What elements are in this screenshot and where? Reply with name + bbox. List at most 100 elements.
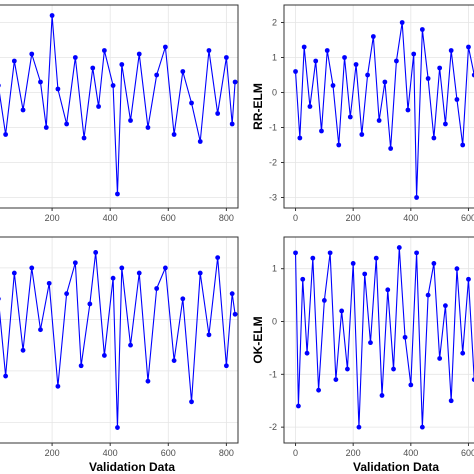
- x-tick-label: 600: [161, 213, 176, 223]
- y-tick-label: -1: [269, 369, 277, 379]
- data-point: [316, 387, 321, 393]
- data-point: [396, 245, 402, 250]
- data-point: [90, 65, 96, 71]
- data-point: [206, 332, 212, 338]
- data-point: [405, 107, 411, 113]
- data-point: [20, 347, 26, 353]
- data-point: [466, 44, 471, 50]
- plot-area: [0, 237, 238, 443]
- data-point: [379, 393, 385, 398]
- panel-bottom-right: 0 200 400 600 -2 -1 0 1 OK-ELM Validation Data: [251, 236, 474, 474]
- x-tick-label: 600: [461, 448, 474, 458]
- data-point: [0, 297, 1, 301]
- data-point: [448, 398, 454, 404]
- data-point: [154, 72, 160, 78]
- data-point: [136, 51, 142, 57]
- data-point: [64, 291, 70, 297]
- data-point: [171, 358, 177, 363]
- data-point: [293, 69, 298, 74]
- data-point: [115, 191, 120, 197]
- data-point: [324, 48, 330, 53]
- data-point: [20, 107, 26, 113]
- x-tick-label: 400: [403, 448, 418, 458]
- data-point: [3, 373, 9, 379]
- data-point: [466, 276, 471, 282]
- y-axis-title: RR-ELM: [251, 83, 265, 130]
- y-tick-label: 0: [272, 317, 277, 327]
- data-point: [110, 275, 116, 281]
- data-point: [206, 48, 212, 53]
- data-point: [385, 287, 391, 293]
- data-point: [119, 265, 125, 271]
- data-point: [136, 270, 142, 276]
- data-point: [293, 250, 298, 256]
- data-point: [307, 104, 313, 109]
- data-point: [78, 363, 84, 369]
- data-point: [197, 139, 203, 144]
- x-tick-label: 200: [45, 448, 60, 458]
- data-point: [119, 62, 125, 67]
- data-point: [336, 142, 342, 148]
- y-tick-label: -2: [269, 422, 277, 432]
- data-point: [180, 296, 186, 302]
- data-point: [3, 132, 9, 137]
- data-point: [189, 100, 194, 106]
- data-point: [232, 311, 238, 317]
- series-line: [0, 14, 236, 195]
- data-point: [162, 265, 168, 271]
- x-tick-label: 0: [293, 448, 298, 458]
- data-point: [414, 195, 419, 200]
- data-point: [72, 260, 78, 266]
- data-point: [0, 83, 1, 88]
- x-axis-title: Validation Data: [353, 460, 439, 474]
- data-point: [43, 125, 49, 130]
- data-point: [353, 62, 359, 67]
- data-point: [345, 366, 350, 372]
- data-point: [38, 79, 43, 85]
- data-point: [197, 270, 203, 276]
- data-point: [350, 261, 356, 266]
- x-tick-label: 0: [293, 213, 298, 223]
- panel-bottom-left: 200 400 600 800 Validation Data: [0, 236, 239, 474]
- data-point: [145, 125, 151, 130]
- data-point: [402, 334, 408, 340]
- data-point: [232, 79, 238, 85]
- data-point: [359, 132, 365, 137]
- data-point: [368, 340, 373, 346]
- data-point: [180, 69, 186, 74]
- data-point: [471, 72, 474, 78]
- y-tick-label: 2: [272, 18, 277, 28]
- data-point: [382, 79, 388, 85]
- plot-area: [284, 5, 474, 208]
- data-point: [437, 65, 443, 71]
- panel-border: [0, 4, 239, 209]
- data-point: [319, 128, 324, 134]
- data-point: [431, 261, 437, 266]
- data-point: [460, 350, 466, 356]
- panel-border: [0, 236, 239, 444]
- data-point: [223, 363, 229, 369]
- data-point: [101, 48, 107, 53]
- x-tick-label: 800: [219, 213, 234, 223]
- data-point: [189, 399, 194, 405]
- y-tick-label: -1: [269, 123, 277, 133]
- data-point: [327, 250, 333, 256]
- y-axis-title: OK-ELM: [251, 316, 265, 363]
- data-point: [373, 255, 379, 261]
- data-point: [229, 291, 235, 297]
- data-point: [55, 86, 61, 92]
- panel-border: [283, 4, 474, 209]
- data-point: [333, 377, 339, 383]
- data-point: [297, 135, 303, 141]
- data-point: [171, 132, 177, 137]
- x-tick-label: 600: [461, 213, 474, 223]
- data-point: [443, 121, 448, 127]
- data-point: [154, 286, 160, 291]
- data-point: [419, 424, 425, 430]
- data-point: [362, 271, 368, 277]
- x-tick-label: 400: [403, 213, 418, 223]
- x-tick-label: 800: [219, 448, 234, 458]
- data-point: [321, 297, 327, 303]
- data-point: [339, 308, 345, 314]
